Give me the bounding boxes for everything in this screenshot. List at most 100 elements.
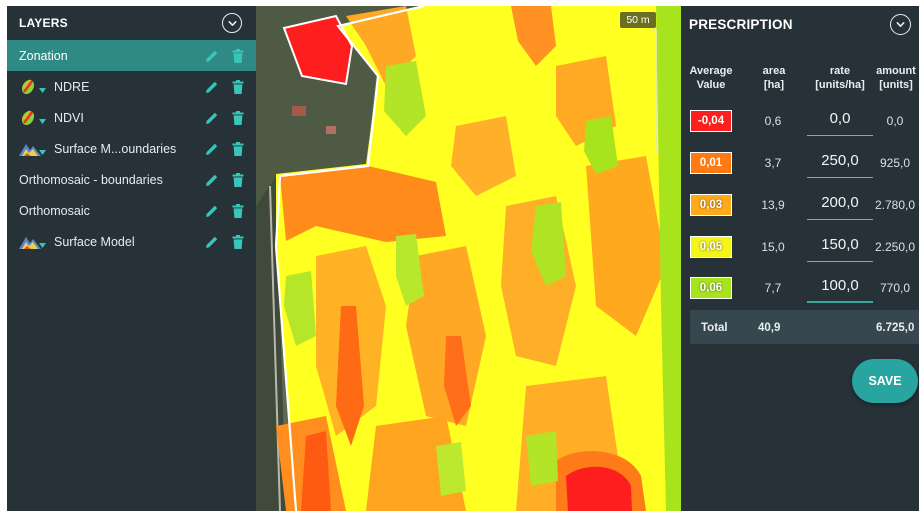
trash-icon[interactable] <box>230 79 246 95</box>
pencil-icon[interactable] <box>204 141 220 157</box>
layers-title: LAYERS <box>19 16 68 30</box>
layer-item-surface-model-boundaries[interactable]: Surface M...oundaries <box>7 133 256 164</box>
layer-item-orthomosaic[interactable]: Orthomosaic <box>7 195 256 226</box>
layer-item-surface-model[interactable]: Surface Model <box>7 226 256 257</box>
layer-list: Zonation NDRE <box>7 40 256 257</box>
layer-item-ndvi[interactable]: NDVI <box>7 102 256 133</box>
prescription-title: PRESCRIPTION <box>689 16 793 32</box>
area-cell: 13,9 <box>761 198 785 212</box>
layer-label: NDVI <box>54 110 84 125</box>
table-row: 0,01 3,7 250,0 925,0 <box>681 144 919 184</box>
layer-item-zonation[interactable]: Zonation <box>7 40 256 71</box>
trash-icon[interactable] <box>230 141 246 157</box>
layer-label: Orthomosaic <box>19 203 90 218</box>
field-boundary <box>274 6 425 247</box>
chevron-down-icon <box>228 20 236 26</box>
zone-red-orange <box>336 306 364 446</box>
total-label: Total <box>701 322 728 334</box>
trash-icon[interactable] <box>230 48 246 64</box>
zone-green <box>531 202 566 286</box>
pencil-icon[interactable] <box>204 203 220 219</box>
ndvi-leaf-icon <box>21 110 35 125</box>
table-row: 0,06 7,7 100,0 770,0 <box>681 269 919 309</box>
layer-label: Orthomosaic - boundaries <box>19 172 163 187</box>
trash-icon[interactable] <box>230 172 246 188</box>
save-button[interactable]: SAVE <box>852 359 918 403</box>
layer-item-ndre[interactable]: NDRE <box>7 71 256 102</box>
layers-panel: LAYERS Zonation NDRE <box>7 6 256 511</box>
trash-icon[interactable] <box>230 234 246 250</box>
col-rate-line1: rate <box>829 65 851 77</box>
roof <box>292 106 306 116</box>
layer-item-orthomosaic-boundaries[interactable]: Orthomosaic - boundaries <box>7 164 256 195</box>
rate-input[interactable]: 100,0 <box>807 269 873 303</box>
roof <box>326 126 336 134</box>
amount-cell: 925,0 <box>879 156 911 170</box>
total-area: 40,9 <box>758 322 781 334</box>
prescription-column-headers: Average Value area [ha] rate [units/ha] … <box>681 42 919 92</box>
amount-cell: 770,0 <box>879 281 911 295</box>
zone-green <box>436 442 466 496</box>
rate-input[interactable]: 250,0 <box>807 144 873 178</box>
col-average-value: Average Value <box>687 64 735 92</box>
zonation-map <box>256 6 681 511</box>
col-area: area [ha] <box>757 64 791 92</box>
zone-orange-light <box>586 156 666 336</box>
caret-down-icon[interactable] <box>39 88 46 94</box>
caret-down-icon[interactable] <box>39 119 46 125</box>
layer-label: NDRE <box>54 79 90 94</box>
zone-green <box>584 116 618 174</box>
table-row: 0,05 15,0 150,0 2.250,0 <box>681 228 919 268</box>
col-amount: amount [units] <box>873 64 919 92</box>
ndre-leaf-icon <box>21 79 35 94</box>
scale-bar <box>652 30 657 154</box>
zone-red-orange <box>301 431 331 511</box>
surface-mountain-icon <box>19 236 41 249</box>
surface-mountain-icon <box>19 143 41 156</box>
prescription-header: PRESCRIPTION <box>681 6 919 42</box>
trash-icon[interactable] <box>230 110 246 126</box>
col-rate-line2: [units/ha] <box>815 79 865 91</box>
caret-down-icon[interactable] <box>39 150 46 156</box>
area-cell: 3,7 <box>764 156 782 170</box>
road-line <box>269 185 281 511</box>
col-area-line1: area <box>762 65 786 77</box>
zone-value-swatch: -0,04 <box>690 110 732 132</box>
map-scale: 50 m <box>620 12 657 154</box>
trash-icon[interactable] <box>230 203 246 219</box>
rate-input[interactable]: 0,0 <box>807 102 873 136</box>
total-row: Total 40,9 6.725,0 <box>690 310 919 344</box>
zone-orange-light <box>451 116 516 196</box>
rate-input[interactable]: 150,0 <box>807 228 873 262</box>
layer-label: Zonation <box>19 48 68 63</box>
col-average-value-line1: Average <box>689 65 733 77</box>
rate-input[interactable]: 200,0 <box>807 186 873 220</box>
caret-down-icon[interactable] <box>39 243 46 249</box>
zone-value-swatch: 0,03 <box>690 194 732 216</box>
app-frame: LAYERS Zonation NDRE <box>7 6 919 511</box>
prescription-collapse-button[interactable] <box>890 13 911 35</box>
pencil-icon[interactable] <box>204 172 220 188</box>
zone-green-edge <box>656 6 681 511</box>
pencil-icon[interactable] <box>204 110 220 126</box>
layer-label: Surface Model <box>54 234 135 249</box>
pencil-icon[interactable] <box>204 48 220 64</box>
layers-collapse-button[interactable] <box>222 13 242 33</box>
layers-header: LAYERS <box>7 6 256 40</box>
map-view[interactable]: 50 m <box>256 6 681 511</box>
col-amount-line1: amount <box>876 65 916 77</box>
zone-green <box>526 431 558 486</box>
layer-label: Surface M...oundaries <box>54 141 177 156</box>
area-cell: 15,0 <box>761 240 785 254</box>
zone-red-orange <box>444 336 471 426</box>
scale-label: 50 m <box>620 12 656 28</box>
zone-orange <box>280 166 446 242</box>
pencil-icon[interactable] <box>204 234 220 250</box>
zone-orange <box>511 6 556 66</box>
zone-value-swatch: 0,01 <box>690 152 732 174</box>
prescription-panel: PRESCRIPTION Average Value area [ha] rat… <box>681 6 919 511</box>
amount-cell: 2.780,0 <box>874 198 916 212</box>
col-amount-line2: [units] <box>879 79 913 91</box>
pencil-icon[interactable] <box>204 79 220 95</box>
zone-green <box>284 271 316 346</box>
